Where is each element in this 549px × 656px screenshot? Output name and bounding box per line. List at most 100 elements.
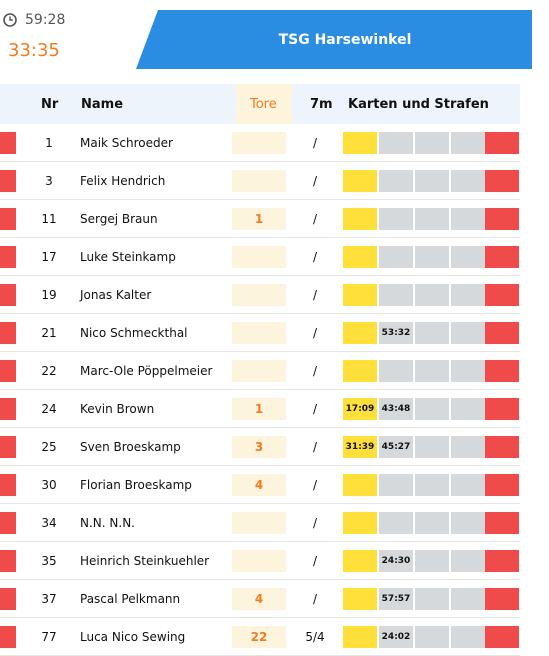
table-row[interactable]: 77 Luca Nico Sewing 22 5/4 24:02 <box>0 618 549 656</box>
seven-meter-cell: / <box>312 212 318 226</box>
row-divider <box>0 579 520 580</box>
goals-cell: 1 <box>232 208 286 230</box>
player-number: 25 <box>41 440 57 454</box>
player-name: Luca Nico Sewing <box>80 630 186 644</box>
yellow-card-slot: 31:39 <box>343 436 377 458</box>
table-row[interactable]: 24 Kevin Brown 1 / 17:09 43:48 <box>0 390 549 428</box>
penalty-slot-1 <box>379 284 413 306</box>
player-name: Jonas Kalter <box>80 288 152 302</box>
seven-meter-cell: / <box>312 326 318 340</box>
seven-meter-cell: / <box>312 592 318 606</box>
player-number: 35 <box>41 554 57 568</box>
goals-cell <box>232 132 286 154</box>
table-row[interactable]: 19 Jonas Kalter / <box>0 276 549 314</box>
penalty-slot-3 <box>451 246 485 268</box>
row-status-marker <box>0 132 16 154</box>
penalty-slot-2 <box>415 322 449 344</box>
player-number: 30 <box>41 478 57 492</box>
penalty-slot-3 <box>451 360 485 382</box>
yellow-card-slot <box>343 170 377 192</box>
red-card-slot <box>485 474 519 496</box>
yellow-card-slot: 17:09 <box>343 398 377 420</box>
player-number: 19 <box>41 288 57 302</box>
penalty-slot-1 <box>379 170 413 192</box>
penalty-slot-1 <box>379 208 413 230</box>
seven-meter-cell: / <box>312 402 318 416</box>
seven-meter-cell: / <box>312 478 318 492</box>
red-card-slot <box>485 132 519 154</box>
table-row[interactable]: 22 Marc-Ole Pöppelmeier / <box>0 352 549 390</box>
table-row[interactable]: 37 Pascal Pelkmann 4 / 57:57 <box>0 580 549 618</box>
player-number: 22 <box>41 364 57 378</box>
table-row[interactable]: 21 Nico Schmeckthal / 53:32 <box>0 314 549 352</box>
row-status-marker <box>0 170 16 192</box>
table-row[interactable]: 1 Maik Schroeder / <box>0 124 549 162</box>
red-card-slot <box>485 550 519 572</box>
player-name: N.N. N.N. <box>80 516 135 530</box>
clock-icon <box>3 13 17 27</box>
row-status-marker <box>0 512 16 534</box>
penalty-slot-1 <box>379 512 413 534</box>
yellow-card-slot <box>343 512 377 534</box>
goals-cell <box>232 322 286 344</box>
red-card-slot <box>485 360 519 382</box>
penalty-slot-3 <box>451 284 485 306</box>
yellow-card-slot <box>343 246 377 268</box>
red-card-slot <box>485 284 519 306</box>
penalty-slot-1 <box>379 474 413 496</box>
yellow-card-slot <box>343 322 377 344</box>
row-divider <box>0 161 520 162</box>
player-number: 11 <box>41 212 57 226</box>
seven-meter-cell: / <box>312 136 318 150</box>
penalty-slot-3 <box>451 626 485 648</box>
penalty-slot-1: 53:32 <box>379 322 413 344</box>
table-row[interactable]: 30 Florian Broeskamp 4 / <box>0 466 549 504</box>
row-status-marker <box>0 626 16 648</box>
game-clock: 59:28 <box>3 12 65 28</box>
penalty-slot-3 <box>451 512 485 534</box>
player-number: 77 <box>41 630 57 644</box>
table-row[interactable]: 25 Sven Broeskamp 3 / 31:39 45:27 <box>0 428 549 466</box>
player-name: Nico Schmeckthal <box>80 326 188 340</box>
penalty-slot-2 <box>415 360 449 382</box>
score-time: 33:35 <box>8 40 60 61</box>
red-card-slot <box>485 170 519 192</box>
player-number: 34 <box>41 516 57 530</box>
goals-cell: 3 <box>232 436 286 458</box>
header-7m: 7m <box>310 96 333 112</box>
row-divider <box>0 237 520 238</box>
penalty-slot-1 <box>379 360 413 382</box>
table-row[interactable]: 3 Felix Hendrich / <box>0 162 549 200</box>
player-name: Sergej Braun <box>80 212 158 226</box>
penalty-slot-3 <box>451 132 485 154</box>
penalty-slot-2 <box>415 284 449 306</box>
player-name: Heinrich Steinkuehler <box>80 554 210 568</box>
table-row[interactable]: 35 Heinrich Steinkuehler / 24:30 <box>0 542 549 580</box>
goals-cell <box>232 284 286 306</box>
player-name: Florian Broeskamp <box>80 478 192 492</box>
yellow-card-slot <box>343 588 377 610</box>
table-row[interactable]: 34 N.N. N.N. / <box>0 504 549 542</box>
red-card-slot <box>485 512 519 534</box>
player-number: 3 <box>45 174 53 188</box>
header-nr: Nr <box>41 96 59 112</box>
red-card-slot <box>485 588 519 610</box>
penalty-slot-2 <box>415 398 449 420</box>
table-row[interactable]: 11 Sergej Braun 1 / <box>0 200 549 238</box>
player-name: Luke Steinkamp <box>80 250 176 264</box>
penalty-slot-2 <box>415 626 449 648</box>
penalty-slot-1: 43:48 <box>379 398 413 420</box>
penalty-slot-3 <box>451 208 485 230</box>
goals-cell <box>232 170 286 192</box>
table-row[interactable]: 17 Luke Steinkamp / <box>0 238 549 276</box>
goals-cell <box>232 360 286 382</box>
tore-header-highlight <box>236 84 292 124</box>
row-divider <box>0 313 520 314</box>
penalty-slot-2 <box>415 246 449 268</box>
penalty-slot-3 <box>451 398 485 420</box>
goals-cell: 1 <box>232 398 286 420</box>
row-status-marker <box>0 588 16 610</box>
row-divider <box>0 351 520 352</box>
penalty-slot-1 <box>379 246 413 268</box>
yellow-card-slot <box>343 626 377 648</box>
